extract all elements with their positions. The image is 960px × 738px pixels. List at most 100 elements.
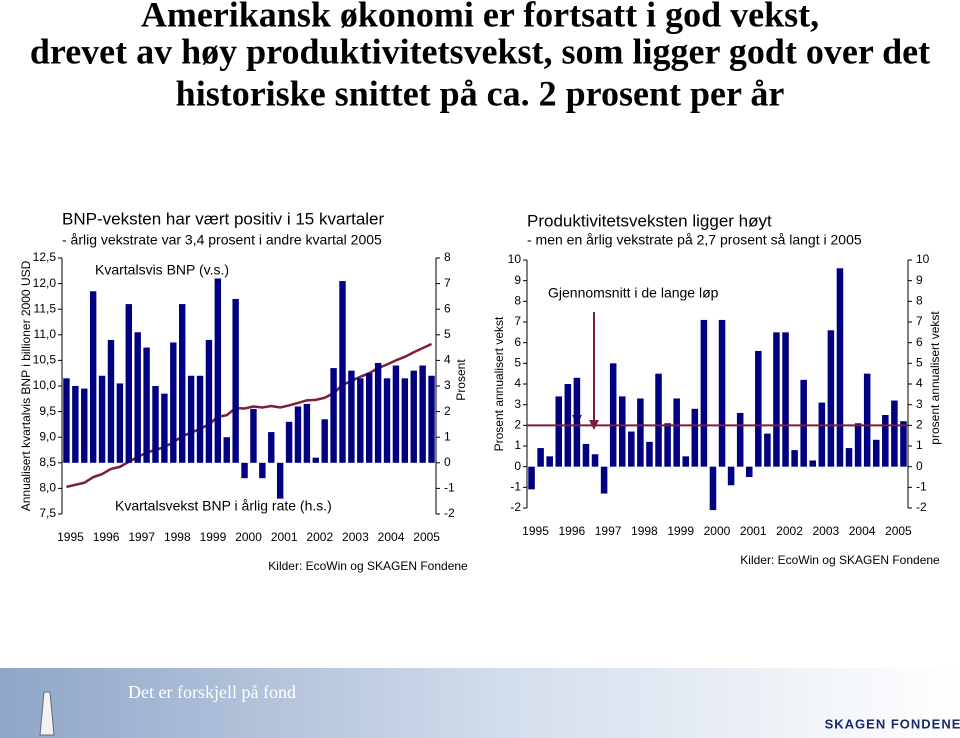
bar: [205, 339, 213, 463]
y2-tick-label: 2: [444, 404, 451, 418]
x-tick-label: 1995: [522, 524, 549, 538]
x-tick-label: 1997: [595, 524, 622, 538]
series-label: Kvartalsvis BNP (v.s.): [95, 262, 229, 278]
bar: [782, 332, 789, 467]
bar: [268, 432, 275, 463]
footer-text: Det er forskjell på fond: [128, 682, 296, 702]
bar: [528, 466, 535, 490]
bar: [366, 373, 373, 463]
bar: [89, 291, 97, 463]
bar: [161, 393, 168, 463]
bar: [718, 319, 726, 467]
x-tick-label: 2001: [740, 524, 767, 538]
y-axis-label: Prosent annualisert vekst: [492, 316, 506, 451]
y2-tick-label: 4: [916, 376, 923, 390]
bar: [691, 408, 699, 467]
footer-band: [0, 668, 960, 738]
bar: [573, 377, 581, 467]
y2-tick-label: 8: [916, 294, 923, 308]
bar: [900, 421, 907, 467]
x-tick-label: 1999: [200, 530, 227, 544]
bar: [655, 373, 662, 467]
bar: [809, 460, 817, 467]
bar: [609, 363, 617, 467]
source: Kilder: EcoWin og SKAGEN Fondene: [268, 559, 468, 573]
bar: [374, 362, 382, 463]
y2-tick-label: 9: [916, 273, 923, 287]
x-tick-label: 2003: [342, 530, 369, 544]
bar: [170, 342, 177, 463]
x-tick-label: 2005: [413, 530, 440, 544]
bar: [818, 402, 826, 467]
bar: [321, 419, 328, 463]
bar: [618, 396, 626, 467]
y2-tick-label: 0: [916, 459, 923, 473]
y2-tick-label: 7: [444, 276, 451, 290]
bar: [546, 456, 553, 467]
bar: [214, 278, 222, 463]
y-tick-label: -1: [510, 480, 521, 494]
chart-subtitle: - årlig vekstrate var 3,4 prosent i andr…: [62, 232, 382, 248]
x-tick-label: 2001: [271, 530, 298, 544]
bar: [773, 332, 780, 467]
bar: [330, 368, 337, 463]
x-tick-label: 1998: [164, 530, 191, 544]
bar: [383, 378, 391, 463]
y2-tick-label: 4: [444, 353, 451, 367]
bar: [196, 375, 204, 463]
y-tick-label: 8,0: [39, 481, 56, 495]
y-tick-label: 12,5: [33, 250, 57, 264]
bar: [845, 448, 853, 467]
y2-tick-label: 1: [916, 438, 923, 452]
bar: [241, 462, 248, 479]
y2-tick-label: 3: [916, 397, 923, 411]
bar: [736, 412, 744, 467]
x-tick-label: 2000: [235, 530, 262, 544]
x-tick-label: 1996: [93, 530, 120, 544]
bar: [700, 319, 708, 467]
bar: [107, 339, 115, 463]
slide-title: historiske snittet på ca. 2 prosent per …: [176, 73, 785, 113]
bar: [294, 406, 302, 463]
bar: [646, 441, 653, 467]
x-tick-label: 1999: [667, 524, 694, 538]
y-tick-label: 9,5: [39, 404, 56, 418]
bar: [428, 375, 435, 463]
bar: [401, 378, 409, 463]
x-tick-label: 1997: [128, 530, 155, 544]
bar: [143, 347, 150, 463]
bar: [745, 466, 753, 477]
bar: [882, 415, 889, 467]
y-tick-label: 12,0: [33, 276, 57, 290]
y2-tick-label: 6: [444, 301, 451, 315]
bar: [891, 400, 898, 467]
y-tick-label: 10: [508, 252, 522, 266]
bar: [392, 365, 400, 463]
bar: [285, 421, 293, 463]
y2-tick-label: -1: [444, 481, 455, 495]
bar: [827, 330, 835, 467]
bar: [709, 466, 717, 511]
x-tick-label: 2000: [704, 524, 731, 538]
y-tick-label: 8,5: [39, 455, 56, 469]
y-tick-label: 9: [514, 273, 521, 287]
y-tick-label: 0: [514, 459, 521, 473]
logo: SKAGEN FONDENE: [825, 716, 960, 731]
bar: [63, 378, 70, 463]
series-label: Kvartalsvekst BNP i årlig rate (h.s.): [115, 498, 332, 514]
lighthouse: [39, 691, 55, 736]
y2-axis-label: Prosent: [454, 359, 468, 401]
bar: [854, 423, 862, 467]
x-tick-label: 2003: [812, 524, 839, 538]
bar: [348, 370, 355, 463]
bar: [250, 409, 257, 463]
bar: [872, 439, 880, 467]
x-tick-label: 1995: [57, 530, 84, 544]
y-tick-label: 11,5: [34, 301, 57, 315]
bar: [259, 462, 266, 479]
bar: [187, 375, 195, 463]
bar: [800, 379, 807, 467]
bar: [179, 304, 186, 463]
y2-tick-label: 8: [444, 250, 451, 264]
y-tick-label: 4: [514, 376, 521, 390]
